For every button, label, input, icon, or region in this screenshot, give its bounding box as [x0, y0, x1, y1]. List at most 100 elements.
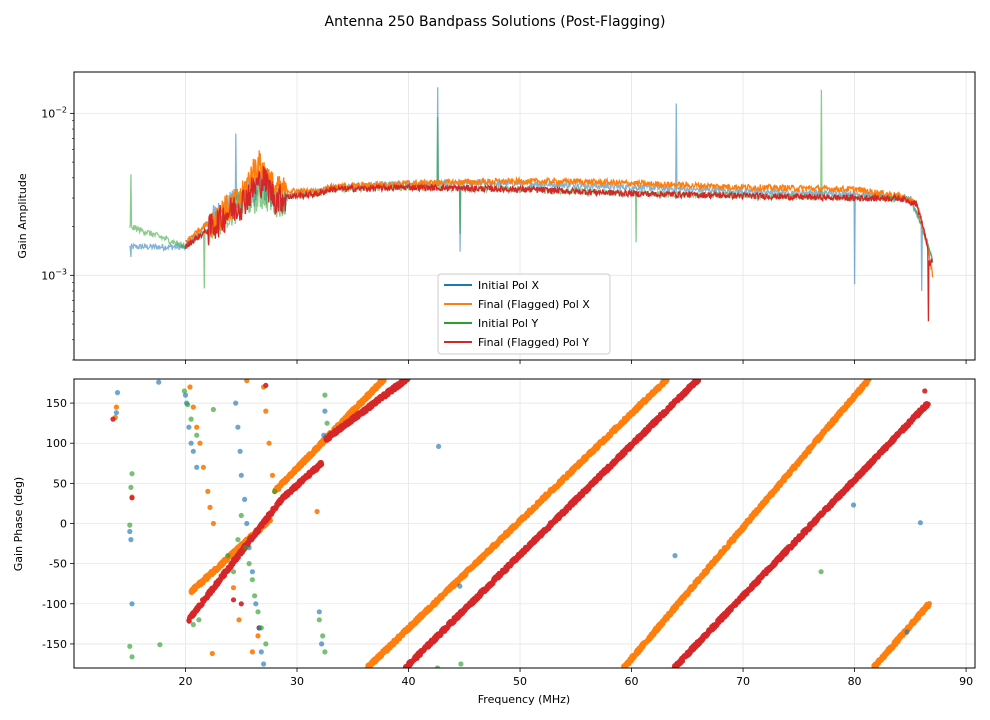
phase-point-4251: [128, 484, 134, 490]
phase-point-508: [381, 379, 387, 384]
phase-point-4212: [238, 601, 244, 607]
phase-point-2133: [194, 424, 200, 430]
phase-point-4240: [316, 609, 322, 615]
phase-point-2129: [113, 404, 119, 410]
phase-point-4219: [128, 537, 134, 543]
phase-point-4268: [246, 561, 252, 567]
phase-point-1977: [866, 379, 872, 382]
phase-plot-area: [110, 379, 932, 668]
phase-y-tick-label-2: -50: [49, 558, 67, 571]
phase-point-4264: [230, 569, 237, 575]
phase-point-4216: [114, 390, 121, 396]
phase-point-4233: [244, 520, 250, 527]
phase-y-tick-label-1: -100: [42, 598, 67, 611]
phase-point-4253: [127, 643, 133, 649]
phase-point-4260: [196, 617, 202, 623]
phase-point-2128: [926, 601, 932, 607]
phase-point-3523: [695, 379, 702, 384]
amplitude-panel: 10−3 10−2 Gain Amplitude: [16, 71, 976, 364]
phase-point-4265: [235, 537, 241, 543]
phase-point-4249: [904, 629, 910, 635]
phase-point-4263: [225, 553, 231, 559]
phase-y-tick-label-6: 150: [46, 397, 67, 410]
phase-point-2510: [319, 461, 325, 467]
phase-point-2146: [263, 408, 269, 414]
phase-point-4277: [322, 649, 328, 655]
phase-y-tick-label-0: -150: [42, 638, 67, 651]
phase-x-tick-label-4: 60: [625, 675, 639, 688]
legend-label-final-x: Final (Flagged) Pol X: [478, 298, 590, 311]
phase-point-4236: [253, 601, 259, 607]
legend-label-initial-y: Initial Pol Y: [478, 317, 538, 330]
phase-point-4222: [182, 392, 189, 398]
amplitude-grid: [74, 72, 975, 360]
phase-point-2140: [230, 585, 237, 591]
phase-series-initial-pol-x: [113, 379, 924, 667]
phase-point-4281: [458, 661, 464, 667]
phase-y-tick-label-3: 0: [60, 518, 67, 531]
phase-point-4275: [316, 617, 322, 623]
amplitude-plot-area: [129, 87, 934, 322]
phase-point-4235: [249, 569, 255, 575]
phase-point-4270: [252, 593, 258, 599]
phase-point-4279: [324, 420, 330, 426]
phase-point-4238: [258, 649, 264, 655]
phase-point-4266: [238, 512, 244, 519]
phase-point-4250: [127, 522, 133, 528]
phase-point-4232: [242, 496, 248, 502]
phase-point-4282: [818, 569, 824, 575]
phase-x-tick-label-5: 70: [736, 675, 750, 688]
phase-point-2151: [209, 650, 215, 657]
phase-point-2139: [221, 557, 228, 563]
phase-point-4211: [230, 597, 237, 603]
phase-point-4259: [194, 432, 200, 438]
phase-point-4247: [850, 502, 857, 508]
phase-point-4252: [129, 471, 135, 477]
phase-point-2138: [210, 520, 216, 527]
phase-point-4274: [272, 488, 278, 494]
phase-point-2149: [314, 508, 320, 515]
phase-point-4273: [263, 641, 269, 647]
phase-point-2136: [205, 488, 211, 494]
phase-point-4226: [190, 448, 196, 454]
phase-point-2142: [244, 379, 250, 384]
phase-ticks: 20 30 40 50 60 70 80 90 -150 -100 -50 0 50 100 150: [42, 397, 973, 688]
phase-point-2147: [266, 440, 272, 446]
phase-point-4220: [129, 601, 135, 607]
phase-series-final-flagged-pol-x: [112, 379, 932, 668]
phase-point-4272: [258, 625, 264, 631]
phase-point-4224: [186, 424, 192, 430]
phase-point-2135: [200, 464, 206, 470]
amplitude-line-final-flagged-pol-y: [184, 166, 934, 322]
phase-point-4210: [129, 495, 135, 501]
legend-label-final-y: Final (Flagged) Pol Y: [478, 336, 589, 349]
phase-point-4241: [319, 641, 325, 647]
phase-point-2148: [269, 472, 276, 478]
phase-point-4258: [188, 416, 194, 422]
legend: Initial Pol X Final (Flagged) Pol X Init…: [437, 273, 611, 355]
phase-point-2131: [187, 384, 193, 390]
phase-point-4269: [249, 577, 255, 583]
phase-point-4246: [672, 553, 678, 559]
phase-point-4242: [321, 432, 327, 438]
phase-point-4267: [243, 545, 249, 551]
amplitude-y-axis-label: Gain Amplitude: [16, 173, 29, 258]
phase-point-4244: [436, 443, 442, 449]
phase-y-tick-label-5: 100: [46, 437, 67, 450]
amplitude-y-tick-label-0: 10−3: [41, 267, 67, 282]
phase-point-4254: [129, 654, 135, 660]
phase-point-4218: [127, 528, 133, 535]
phase-series-final-flagged-pol-y: [110, 379, 931, 668]
phase-point-4229: [235, 424, 241, 430]
phase-point-4262: [210, 406, 216, 413]
phase-point-4255: [157, 642, 163, 648]
phase-x-tick-label-2: 40: [402, 675, 416, 688]
figure-title: Antenna 250 Bandpass Solutions (Post-Fla…: [325, 14, 666, 30]
legend-box: [437, 273, 611, 355]
phase-point-4239: [261, 661, 267, 667]
phase-point-2137: [207, 504, 213, 510]
phase-series-initial-pol-y: [127, 388, 824, 668]
phase-point-2143: [249, 649, 255, 655]
phase-point-4208: [925, 401, 931, 407]
